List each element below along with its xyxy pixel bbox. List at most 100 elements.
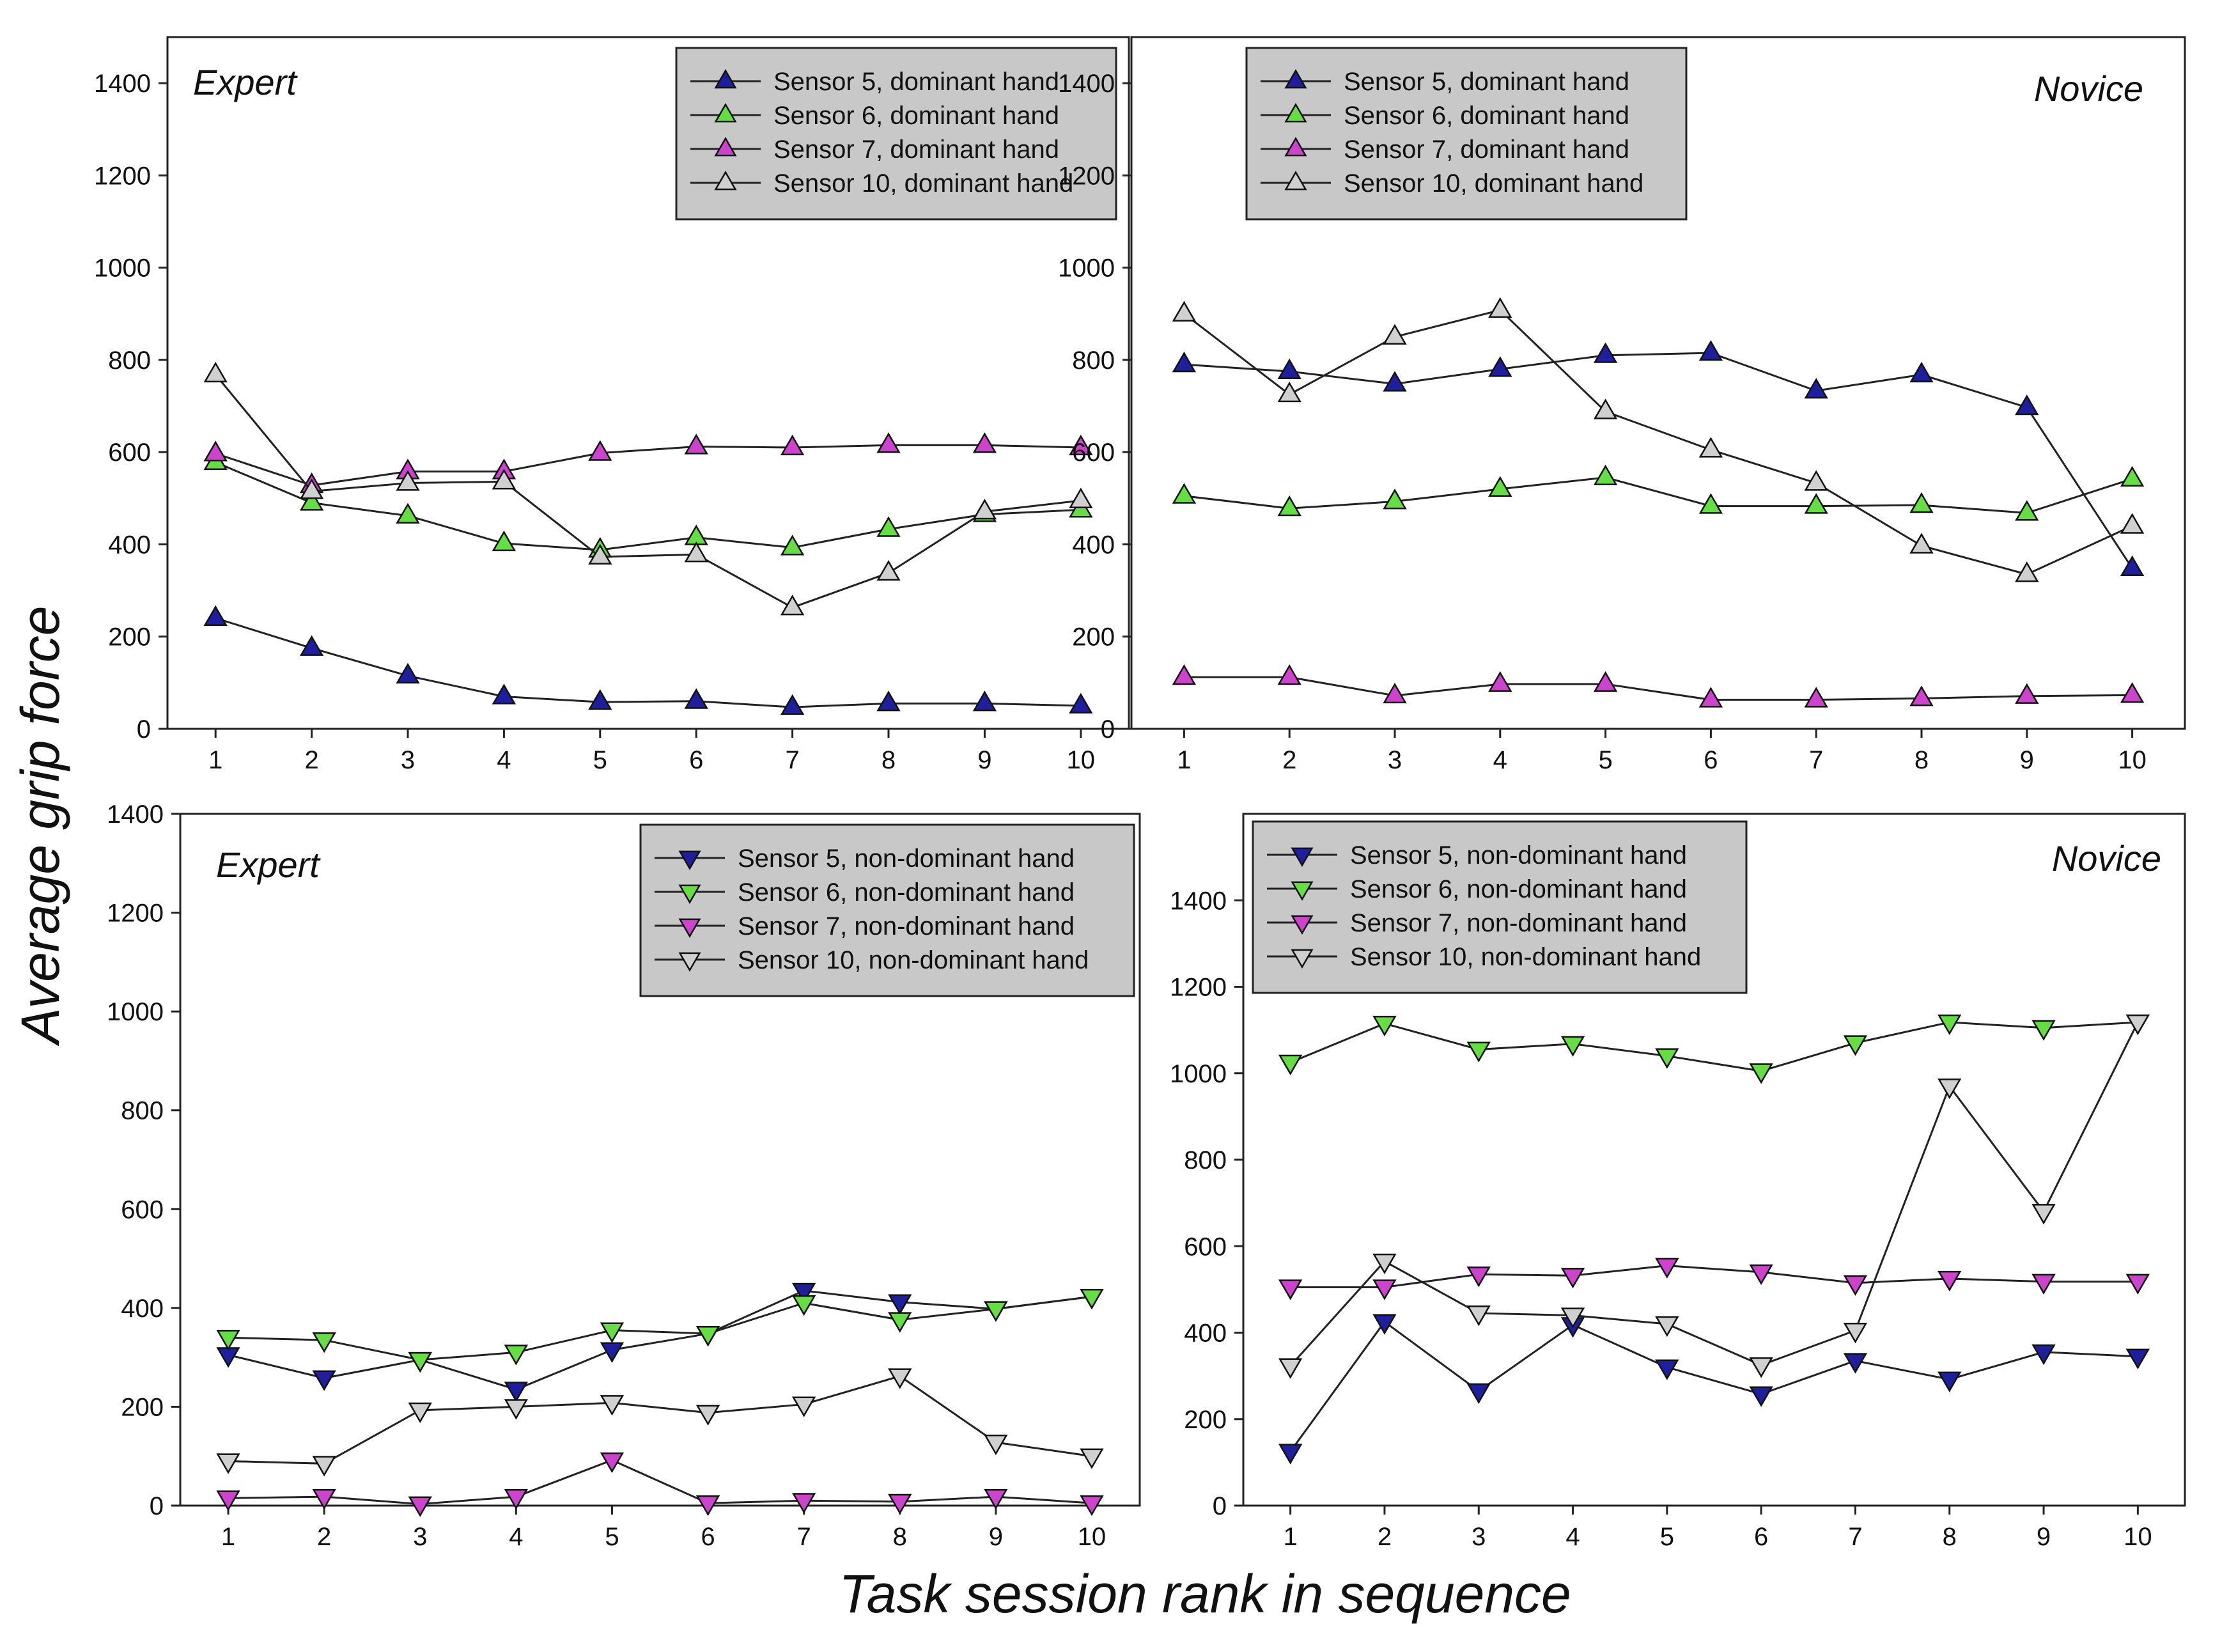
legend-marker [1291, 881, 1314, 901]
series-sensor5 [1278, 1314, 2150, 1465]
data-point [1277, 358, 1301, 380]
x-tick-label: 9 [2020, 746, 2034, 774]
series-line [1183, 309, 2133, 575]
data-point [216, 1490, 240, 1511]
data-point [876, 516, 901, 537]
legend-box [639, 823, 1135, 997]
data-point [312, 1489, 336, 1510]
data-point [972, 432, 997, 453]
data-point [396, 503, 420, 524]
legend-marker [1284, 103, 1307, 123]
data-point [1278, 1054, 1303, 1076]
plot-frame [166, 36, 1130, 730]
data-point [1909, 533, 1934, 554]
x-tick-label: 5 [1598, 746, 1612, 774]
y-tick-label: 800 [108, 347, 151, 375]
x-tick-label: 6 [1754, 1523, 1768, 1551]
legend-label: Sensor 5, dominant hand [1344, 68, 1629, 96]
data-point [588, 440, 612, 461]
series-sensor5 [203, 605, 1093, 715]
y-tick-label: 600 [108, 439, 151, 467]
data-point [1488, 356, 1512, 377]
data-point [408, 1352, 432, 1373]
data-point [876, 432, 901, 453]
series-line [215, 444, 1081, 487]
data-point [2015, 683, 2039, 704]
x-tick-label: 2 [1378, 1523, 1392, 1551]
data-point [504, 1344, 529, 1366]
legend-label: Sensor 10, dominant hand [1344, 169, 1643, 198]
data-point [2125, 1348, 2150, 1369]
data-point [1172, 300, 1197, 322]
y-tick-label: 1000 [1058, 254, 1115, 283]
legend-label: Sensor 7, non-dominant hand [1350, 909, 1687, 937]
data-point [1655, 1048, 1679, 1069]
legend-label: Sensor 6, non-dominant hand [1350, 875, 1687, 903]
data-point [684, 688, 708, 709]
data-point [888, 1294, 912, 1315]
data-point [695, 1495, 720, 1516]
data-point [1560, 1307, 1585, 1329]
data-point [396, 662, 420, 684]
legend-label: Sensor 5, dominant hand [773, 68, 1059, 96]
y-tick-label: 1400 [1170, 887, 1227, 915]
data-point [1172, 351, 1197, 373]
y-tick-label: 600 [121, 1196, 164, 1224]
data-point [203, 605, 228, 626]
y-tick-label: 1400 [107, 800, 164, 829]
x-tick-label: 8 [893, 1523, 907, 1551]
data-point [972, 690, 997, 712]
y-tick-label: 600 [1184, 1233, 1227, 1261]
data-point [504, 1382, 529, 1403]
legend-label: Sensor 6, dominant hand [773, 102, 1059, 130]
data-point [2120, 682, 2145, 703]
data-point [1804, 378, 1828, 399]
data-point [588, 543, 612, 565]
data-point [1278, 1358, 1303, 1379]
data-point [1080, 1495, 1104, 1516]
x-tick-label: 3 [1388, 746, 1402, 774]
x-tick-label: 5 [605, 1523, 619, 1551]
series-sensor10 [216, 1368, 1104, 1477]
data-point [203, 361, 228, 383]
data-point [492, 530, 516, 552]
data-point [1655, 1316, 1679, 1337]
data-point [1488, 297, 1512, 318]
y-tick-label: 1200 [1170, 974, 1227, 1002]
data-point [2120, 555, 2145, 577]
data-point [1372, 1253, 1397, 1275]
x-tick-label: 1 [221, 1523, 235, 1551]
data-point [299, 635, 324, 656]
series-line [1290, 1021, 2138, 1072]
data-point [876, 690, 901, 712]
x-tick-label: 9 [977, 746, 991, 774]
data-point [1172, 664, 1197, 685]
y-tick-label: 0 [137, 715, 151, 744]
legend-marker [714, 171, 737, 191]
data-point [1938, 1078, 1962, 1100]
panel-title: Novice [2052, 838, 2161, 878]
legend-box [675, 47, 1117, 221]
data-point [1909, 685, 1934, 706]
data-point [299, 490, 324, 511]
data-point [1466, 1041, 1491, 1063]
legend-marker [678, 884, 701, 904]
legend-marker [1284, 137, 1307, 157]
series-sensor10 [1278, 1014, 2150, 1379]
legend-marker [1284, 171, 1307, 191]
y-tick-label: 1200 [94, 162, 151, 190]
legend-marker [1291, 915, 1314, 935]
data-point [1383, 371, 1407, 392]
data-point [1383, 323, 1407, 345]
data-point [312, 1332, 336, 1353]
series-sensor10 [1172, 297, 2145, 582]
data-point [1749, 1264, 1773, 1285]
x-tick-label: 1 [1177, 746, 1191, 774]
x-tick-label: 4 [509, 1523, 523, 1551]
x-tick-label: 6 [689, 746, 703, 774]
y-tick-label: 0 [1101, 715, 1115, 744]
data-point [600, 1452, 625, 1474]
y-tick-label: 200 [1184, 1406, 1227, 1434]
y-tick-label: 1200 [107, 900, 164, 928]
x-tick-label: 3 [401, 746, 415, 774]
